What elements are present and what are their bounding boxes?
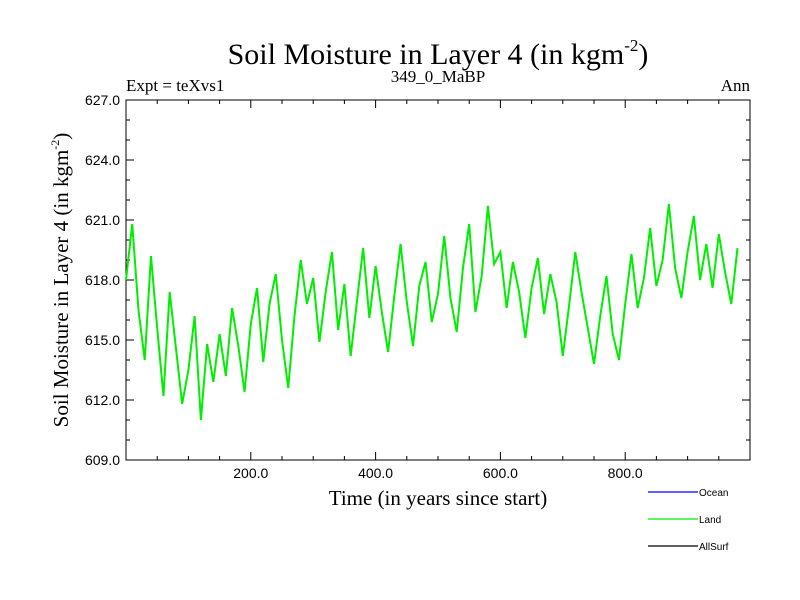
x-tick-label: 800.0 bbox=[608, 465, 643, 481]
series-line-land bbox=[125, 203, 739, 421]
y-tick-label: 609.0 bbox=[85, 452, 120, 468]
y-tick-label: 627.0 bbox=[85, 92, 120, 108]
legend-label-allsurf: AllSurf bbox=[699, 542, 729, 553]
chart-title: Soil Moisture in Layer 4 (in kgm-2) bbox=[228, 36, 649, 71]
legend-label-ocean: Ocean bbox=[699, 488, 728, 499]
x-axis-ticks: 200.0 400.0 600.0 800.0 bbox=[156, 100, 720, 481]
subtitle-right: Ann bbox=[721, 76, 751, 95]
subtitle-center: 349_0_MaBP bbox=[391, 67, 485, 86]
x-tick-label: 400.0 bbox=[358, 465, 393, 481]
y-tick-label: 612.0 bbox=[85, 392, 120, 408]
y-tick-label: 624.0 bbox=[85, 152, 120, 168]
y-tick-label: 618.0 bbox=[85, 272, 120, 288]
chart-title-suffix: ) bbox=[638, 38, 648, 71]
chart-title-superscript: -2 bbox=[624, 36, 638, 55]
x-axis-label: Time (in years since start) bbox=[329, 486, 548, 510]
y-tick-label: 621.0 bbox=[85, 212, 120, 228]
subtitle-left: Expt = teXvs1 bbox=[126, 76, 224, 95]
y-axis-ticks: 609.0 612.0 615.0 618.0 621.0 624.0 627.0 bbox=[85, 92, 750, 468]
x-tick-label: 600.0 bbox=[483, 465, 518, 481]
x-tick-label: 200.0 bbox=[233, 465, 268, 481]
y-axis-label-suffix: ) bbox=[49, 133, 73, 140]
y-axis-label: Soil Moisture in Layer 4 (in kgm-2) bbox=[48, 133, 73, 428]
y-tick-label: 615.0 bbox=[85, 332, 120, 348]
y-axis-label-superscript: -2 bbox=[48, 140, 62, 150]
legend: Ocean Land AllSurf bbox=[648, 488, 729, 553]
y-axis-label-main: Soil Moisture in Layer 4 (in kgm bbox=[49, 150, 73, 428]
chart-title-main: Soil Moisture in Layer 4 (in kgm bbox=[228, 38, 625, 71]
legend-label-land: Land bbox=[699, 515, 721, 526]
